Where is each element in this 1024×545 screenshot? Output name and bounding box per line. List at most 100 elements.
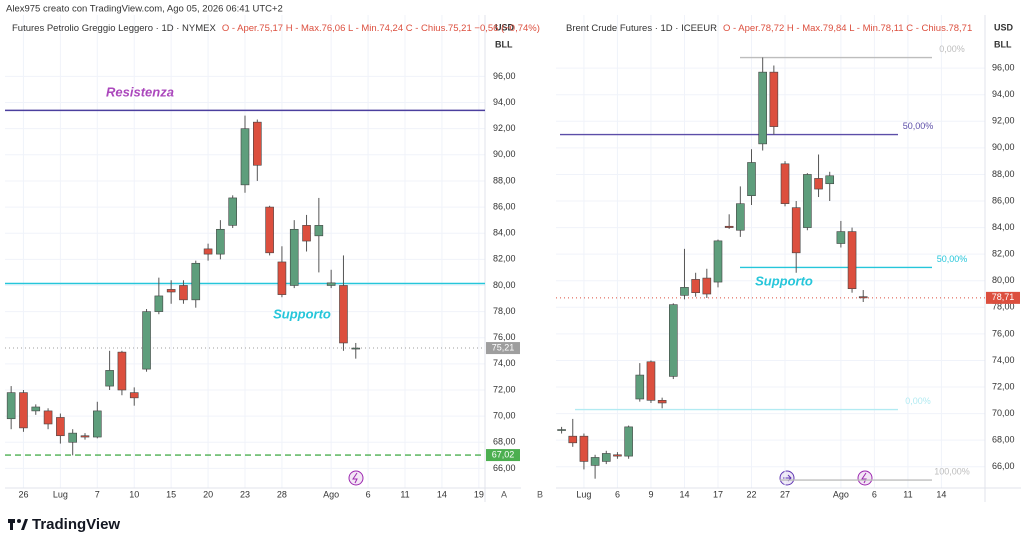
- candle-body: [747, 162, 756, 196]
- y-tick-label: 86,00: [493, 201, 516, 211]
- y-tick-label: 90,00: [992, 142, 1015, 152]
- y-tick-label: 82,00: [992, 249, 1015, 259]
- x-tick-label: 14: [437, 489, 447, 499]
- candle-body: [105, 370, 114, 387]
- candle-body: [31, 406, 41, 412]
- y-tick-label: 90,00: [493, 149, 516, 159]
- y-tick-label: 66,00: [992, 461, 1015, 471]
- x-tick-label: 6: [615, 489, 620, 499]
- x-tick-label: 11: [903, 489, 912, 499]
- candle-body: [216, 228, 225, 255]
- y-tick-label: 84,00: [992, 222, 1015, 232]
- candle-body: [117, 351, 127, 391]
- y-tick-label: 72,00: [493, 384, 516, 394]
- candle-body: [669, 304, 678, 377]
- candle-body: [302, 225, 311, 242]
- x-tick-label: Ago: [323, 489, 339, 499]
- candle-body: [814, 178, 823, 190]
- y-tick-label: 78,00: [992, 302, 1015, 312]
- y-tick-label: 80,00: [992, 275, 1015, 285]
- x-tick-label: Lug: [576, 489, 591, 499]
- candle-body: [803, 174, 812, 228]
- x-tick-label: 22: [747, 489, 757, 499]
- x-tick-label: 14: [679, 489, 689, 499]
- candle-body: [19, 392, 28, 429]
- candle-body: [836, 231, 846, 244]
- candle-body: [179, 285, 188, 301]
- ohlc-legend: O - Aper.78,72 H - Max.79,84 L - Min.78,…: [723, 23, 972, 34]
- candle-body: [314, 225, 324, 237]
- candle-body: [68, 432, 77, 443]
- annotation: Supporto: [273, 306, 331, 321]
- y-tick-label: 88,00: [992, 169, 1015, 179]
- candle-body: [56, 417, 65, 437]
- candle-body: [579, 435, 589, 462]
- y-tick-label: 76,00: [992, 328, 1015, 338]
- price-box: [486, 449, 520, 462]
- candle-body: [601, 453, 611, 462]
- chart-title: Brent Crude Futures · 1D · ICEEUR: [566, 23, 717, 34]
- y-tick-label: 70,00: [493, 411, 516, 421]
- x-tick-label: 27: [780, 489, 790, 499]
- x-tick-label: 6: [366, 489, 371, 499]
- event-icon: [857, 470, 873, 486]
- candle-body: [657, 400, 667, 404]
- candle-body: [702, 277, 712, 295]
- annotation: Supporto: [755, 273, 813, 288]
- candle-body: [289, 228, 299, 286]
- x-tick-label: 7: [95, 489, 100, 499]
- y-tick-label: 88,00: [493, 175, 516, 185]
- level-label: 0,00%: [905, 396, 931, 406]
- x-tick-label: 15: [166, 489, 176, 499]
- candle-body: [624, 426, 633, 457]
- last-price-label: 75,21: [492, 342, 515, 352]
- x-tick-label: Ago: [833, 489, 849, 499]
- y-tick-label: 96,00: [493, 71, 516, 81]
- candle-body: [191, 262, 201, 301]
- candle-body: [277, 261, 287, 295]
- x-tick-label: 14: [936, 489, 946, 499]
- level-label: 67,02: [492, 449, 515, 459]
- candle-body: [6, 392, 16, 420]
- x-tick-label: 17: [713, 489, 723, 499]
- y-tick-label: 84,00: [493, 228, 516, 238]
- brand-logo: [8, 519, 28, 530]
- candle-body: [780, 163, 790, 204]
- y-tick-label: 94,00: [493, 97, 516, 107]
- level-label: 50,00%: [937, 254, 968, 264]
- x-tick-label: 10: [129, 489, 139, 499]
- candle-body: [557, 429, 566, 431]
- currency: USD: [495, 22, 515, 32]
- candle-body: [791, 207, 801, 254]
- candle-body: [80, 435, 90, 438]
- chart-pane: 66,00 68,00 70,00 72,00 74,00 76,00 78,00 80,00…: [5, 15, 540, 502]
- chart-header: Brent Crude Futures · 1D · ICEEUR O - Ape…: [566, 23, 972, 34]
- y-tick-label: 86,00: [992, 195, 1015, 205]
- candle-body: [326, 282, 336, 286]
- unit: BLL: [994, 39, 1012, 49]
- y-tick-label: 78,00: [493, 306, 516, 316]
- y-tick-label: 96,00: [992, 63, 1015, 73]
- x-tick-label: 6: [872, 489, 877, 499]
- x-tick-label: 19: [474, 489, 484, 499]
- candle-body: [847, 231, 857, 290]
- toolbar-button[interactable]: A: [501, 489, 507, 499]
- y-tick-label: 74,00: [493, 358, 516, 368]
- y-tick-label: 92,00: [493, 123, 516, 133]
- candle-body: [228, 197, 237, 226]
- candle-body: [240, 128, 250, 186]
- level-label: 50,00%: [903, 121, 934, 131]
- last-price-label: 78,71: [992, 292, 1015, 302]
- candle-body: [43, 410, 53, 425]
- candle-body: [736, 203, 745, 231]
- candle-body: [613, 454, 622, 457]
- candle-body: [203, 248, 213, 255]
- candle-body: [351, 347, 361, 350]
- candle-body: [680, 287, 689, 296]
- x-tick-label: 20: [203, 489, 213, 499]
- y-tick-label: 76,00: [493, 332, 516, 342]
- x-tick-label: Lug: [53, 489, 68, 499]
- y-tick-label: 80,00: [493, 280, 516, 290]
- toolbar-button[interactable]: B: [537, 489, 543, 499]
